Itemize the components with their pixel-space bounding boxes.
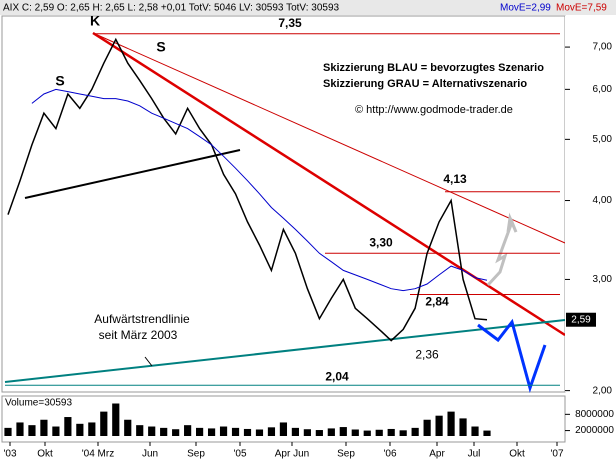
annotation: Aufwärtstrendlinie [94, 312, 190, 326]
volume-bar [4, 427, 12, 436]
volume-bar [28, 425, 36, 436]
volume-bar [459, 418, 467, 436]
volume-bar [399, 430, 407, 436]
header-bar [0, 0, 616, 15]
volume-bar [327, 428, 335, 436]
volume-bar [351, 429, 359, 436]
scenario-blue [477, 318, 547, 394]
volume-bar [339, 427, 347, 436]
support-line [24, 149, 241, 199]
last-price-box [566, 312, 596, 327]
volume-bar [207, 428, 216, 436]
volume-bar [255, 429, 264, 436]
x-tick-label: Okt [37, 449, 53, 460]
y-tick-label: 3,00 [593, 274, 613, 285]
volume-bar [279, 422, 288, 436]
y-tick-label: 4,00 [593, 195, 613, 206]
header-ma1: MovE=2,99 [500, 3, 551, 14]
y-tick-label: 6,00 [593, 84, 613, 95]
volume-bar [124, 419, 132, 436]
volume-bar [112, 403, 120, 436]
annotation: S [55, 73, 64, 89]
x-tick-label: Apr Jun [275, 449, 309, 460]
y-tick-label: 5,00 [593, 134, 613, 145]
volume-bar [16, 422, 24, 436]
volume-bar [231, 427, 240, 436]
volume-bar [387, 428, 395, 436]
header-ma2: MovE=7,59 [556, 3, 607, 14]
volume-bar [196, 427, 204, 436]
volume-bar [267, 427, 276, 436]
x-tick-label: Sep [187, 449, 205, 460]
y-tick-label: 7,00 [593, 42, 613, 53]
volume-bar [172, 429, 180, 436]
volume-bar [291, 427, 299, 436]
x-tick-label: Okt [509, 449, 525, 460]
annotation: S [156, 39, 165, 55]
box-line: Skizzierung BLAU = bevorzugtes Szenario [323, 62, 544, 74]
volume-bar [435, 415, 443, 436]
x-tick-label: Jul [468, 449, 481, 460]
channel-line [92, 32, 566, 244]
last-price-label: 2,59 [571, 314, 591, 325]
volume-bar [243, 428, 252, 436]
volume-bar [88, 422, 96, 436]
x-tick-label: Sep [337, 449, 355, 460]
x-tick-label: '04 Mrz [82, 449, 114, 460]
volume-bar [40, 419, 48, 436]
volume-bar [64, 417, 72, 436]
copyright: © http://www.godmode-trader.de [355, 104, 513, 116]
annotation: K [90, 13, 100, 29]
level-label: 2,36 [415, 347, 439, 361]
volume-bar [76, 423, 84, 436]
volume-frame [1, 395, 566, 443]
info-box [318, 58, 558, 120]
volume-bar [471, 426, 479, 436]
volume-bar [411, 427, 419, 436]
volume-bar [315, 430, 323, 436]
volume-bar [52, 426, 60, 436]
level-label: 4,13 [443, 172, 467, 186]
annotation: seit März 2003 [99, 328, 178, 342]
x-tick-label: '06 [383, 449, 396, 460]
volume-bar [483, 430, 491, 436]
volume-tick-label: 2000000 [575, 425, 614, 436]
volume-bar [375, 429, 383, 436]
level-label: 2,04 [325, 369, 349, 383]
volume-bar [303, 429, 311, 436]
volume-bar [363, 430, 371, 436]
x-tick-label: Apr [429, 449, 445, 460]
right-axis-area [565, 16, 616, 392]
volume-label: Volume=30593 [5, 398, 72, 409]
header-text: AIX C: 2,59 O: 2,65 H: 2,65 L: 2,58 +0,0… [3, 3, 340, 14]
volume-bar [423, 419, 431, 436]
x-tick-label: '03 [3, 449, 16, 460]
downtrend-line [92, 31, 566, 337]
moving-average [31, 88, 488, 292]
volume-bar [447, 411, 455, 436]
volume-bar [136, 425, 144, 436]
x-tick-label: '07 [550, 449, 563, 460]
volume-bar [148, 426, 156, 436]
level-label: 3,30 [369, 235, 393, 249]
volume-bar [184, 425, 192, 436]
y-tick-label: 2,00 [593, 385, 613, 396]
volume-bar [219, 426, 228, 436]
x-tick-label: '05 [233, 449, 246, 460]
volume-bar [100, 411, 108, 436]
x-tick-label: Jun [142, 449, 158, 460]
volume-tick-label: 8000000 [575, 409, 614, 420]
box-line: Skizzierung GRAU = Alternativszenario [323, 78, 527, 90]
volume-bar [160, 427, 168, 436]
level-label: 7,35 [278, 16, 302, 30]
annotation-pointer [144, 356, 153, 367]
scenario-gray [486, 212, 518, 287]
level-label: 2,84 [425, 295, 449, 309]
uptrend-line [4, 319, 566, 383]
